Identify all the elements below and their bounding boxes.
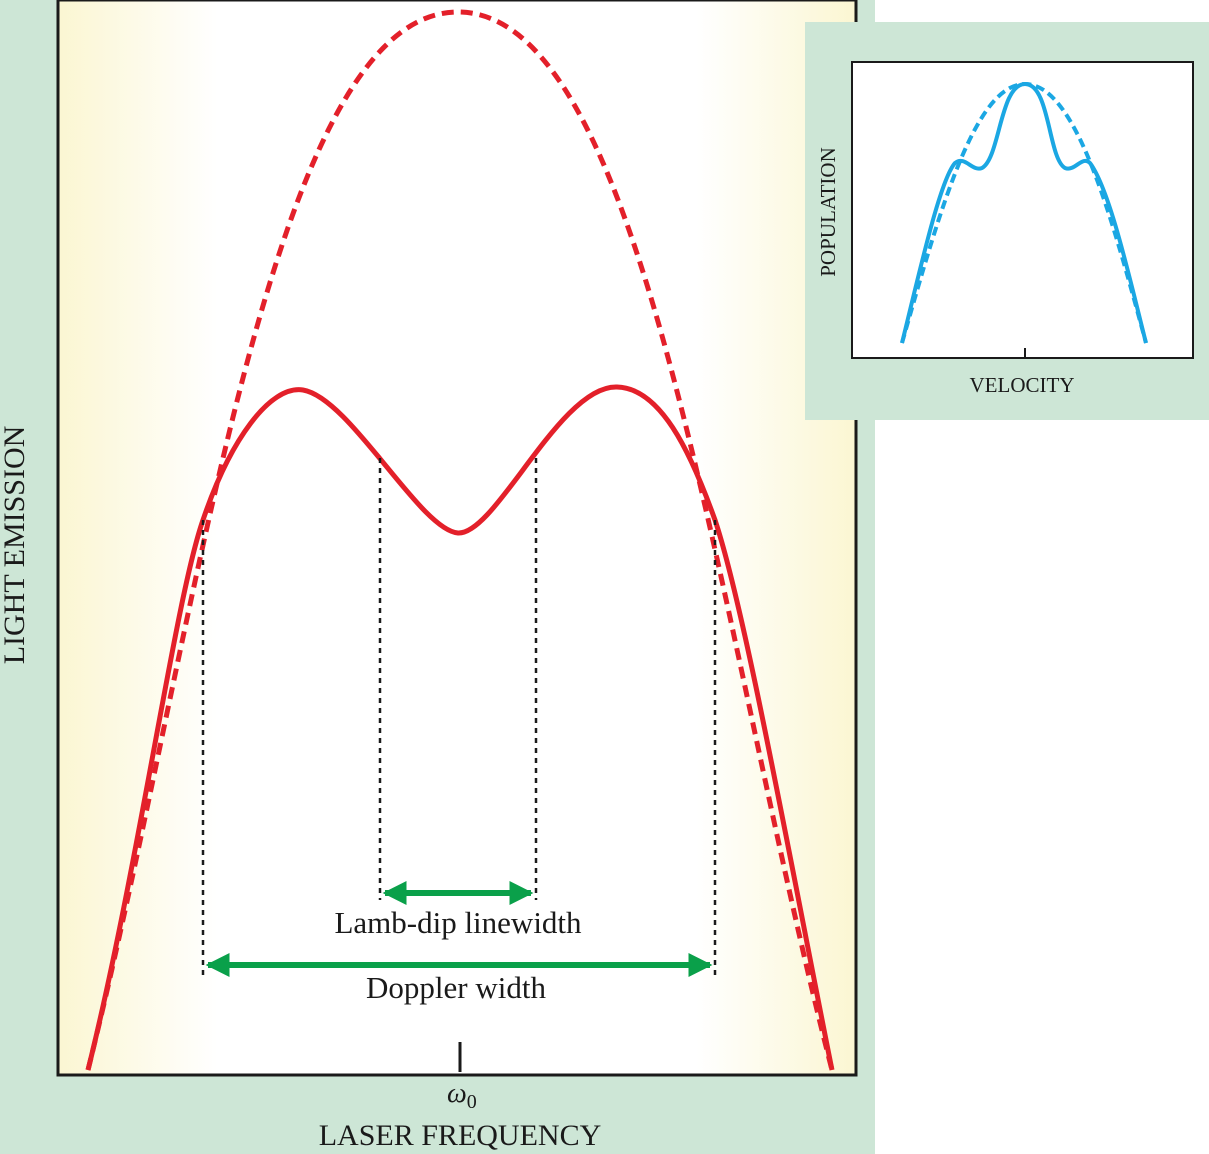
inset-curve [900, 81, 1148, 344]
lamb-dip-curve [85, 384, 835, 1071]
inset-plot [851, 61, 1194, 359]
inset-y-label: POPULATION [816, 147, 840, 277]
x-axis-label: LASER FREQUENCY [319, 1119, 602, 1152]
y-axis-label: LIGHT EMISSION [0, 426, 31, 665]
doppler-label: Doppler width [366, 970, 546, 1005]
lamb-dip-label: Lamb-dip linewidth [334, 905, 582, 940]
tick-subscript: 0 [467, 1091, 477, 1113]
tick-symbol: ω [447, 1078, 467, 1109]
guide-lines [201, 458, 717, 975]
inset-x-label: VELOCITY [970, 373, 1075, 397]
center-tick-label: ω0 [447, 1078, 477, 1113]
